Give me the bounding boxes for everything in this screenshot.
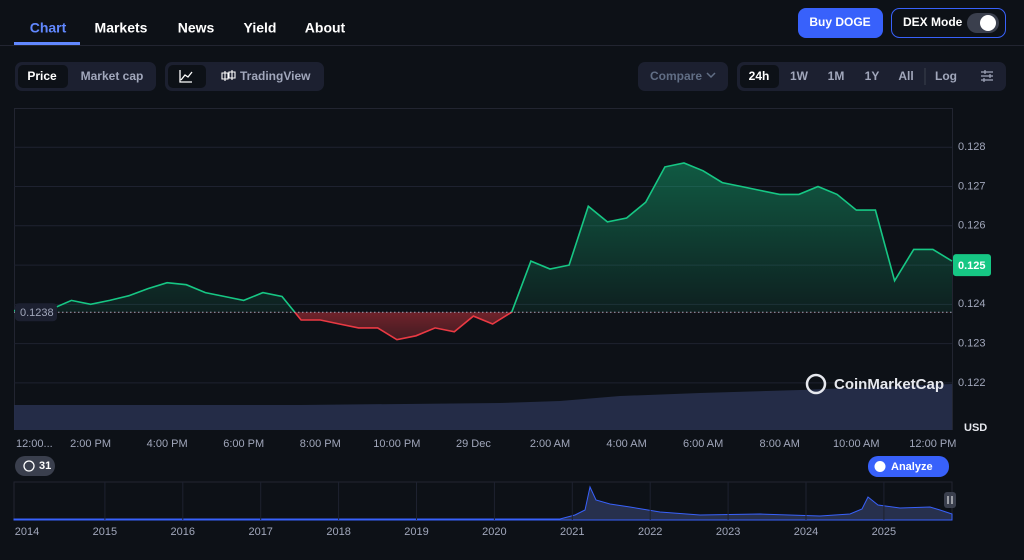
x-tick-label: 10:00 PM (373, 438, 420, 450)
x-tick-label: 29 Dec (456, 438, 491, 450)
range-option[interactable]: 24h (749, 69, 770, 83)
range-option[interactable]: 1Y (865, 69, 880, 83)
buy-button[interactable] (798, 8, 883, 38)
year-label: 2022 (638, 526, 662, 538)
dex-mode-label[interactable]: DEX Mode (903, 15, 963, 29)
events-count[interactable]: 31 (39, 460, 51, 472)
year-label: 2024 (794, 526, 818, 538)
dex-mode-button[interactable] (891, 8, 1006, 38)
x-tick-label: 12:00... (16, 438, 53, 450)
watermark-logo (805, 373, 827, 395)
year-label: 2023 (716, 526, 740, 538)
x-tick-label: 12:00 PM (909, 438, 956, 450)
navigator-handle-grip (947, 496, 953, 504)
navigator (13, 481, 953, 521)
candle-icon (221, 70, 236, 81)
x-tick-label: 4:00 PM (147, 438, 188, 450)
year-label: 2021 (560, 526, 584, 538)
analyze-button[interactable] (868, 456, 949, 477)
year-label: 2015 (93, 526, 117, 538)
y-tick-label: 0.122 (958, 377, 986, 389)
range-option[interactable]: All (898, 69, 913, 83)
events-badge[interactable] (15, 456, 55, 476)
year-label: 2016 (171, 526, 195, 538)
nav-tab[interactable]: Markets (95, 20, 148, 36)
compare-label[interactable]: Compare (650, 69, 702, 83)
metric-option[interactable]: Price (27, 69, 57, 83)
x-tick-label: 2:00 AM (530, 438, 570, 450)
log-option[interactable]: Log (935, 69, 957, 83)
year-label: 2019 (404, 526, 428, 538)
metric-active (18, 65, 68, 88)
y-tick-label: 0.124 (958, 298, 986, 310)
settings-icon[interactable] (981, 70, 993, 82)
navigator-handle[interactable] (944, 492, 956, 508)
x-tick-label: 2:00 PM (70, 438, 111, 450)
dex-toggle-knob (980, 15, 996, 31)
range-option[interactable]: 1W (790, 69, 809, 83)
last-price-label: 0.125 (958, 260, 986, 272)
watermark: CoinMarketCap (834, 376, 944, 393)
price-line (13, 162, 953, 341)
compare-chevron (706, 72, 716, 79)
buy-button-label[interactable]: Buy DOGE (809, 15, 870, 29)
year-label: 2017 (248, 526, 272, 538)
range-toggle (737, 62, 1006, 91)
x-tick-label: 8:00 PM (300, 438, 341, 450)
metric-option[interactable]: Market cap (81, 69, 144, 83)
y-tick-label: 0.126 (958, 220, 986, 232)
x-tick-label: 6:00 PM (223, 438, 264, 450)
range-active (740, 65, 779, 88)
year-label: 2018 (326, 526, 350, 538)
plot (13, 146, 953, 384)
range-option[interactable]: 1M (828, 69, 845, 83)
navigator-years: 2014 2015 2016 2017 2018 2019 2020 2021 2022 2023… (15, 482, 896, 538)
analyze-icon (874, 461, 886, 472)
x-tick-label: 4:00 AM (606, 438, 646, 450)
analyze-label[interactable]: Analyze (891, 461, 933, 473)
year-label: 2025 (872, 526, 896, 538)
baseline-label: 0.1238 (20, 307, 54, 319)
active-tab-underline (14, 42, 80, 45)
tradingview-option[interactable]: TradingView (240, 69, 311, 83)
navigator-series (13, 485, 953, 521)
y-tick-label: 0.128 (958, 141, 986, 153)
year-label: 2020 (482, 526, 506, 538)
baseline-tag (15, 303, 57, 322)
x-tick-label: 10:00 AM (833, 438, 879, 450)
history-icon (23, 460, 35, 472)
compare-button[interactable] (638, 62, 728, 91)
nav-tab[interactable]: News (178, 20, 215, 36)
x-tick-label: 8:00 AM (760, 438, 800, 450)
x-tick-label: 6:00 AM (683, 438, 723, 450)
y-tick-label: 0.127 (958, 180, 986, 192)
last-price-tag (953, 254, 991, 277)
volume-band (14, 384, 952, 430)
nav-tab[interactable]: About (305, 20, 346, 36)
y-unit: USD (964, 422, 987, 434)
nav-tab[interactable]: Yield (244, 20, 277, 36)
line-icon[interactable] (179, 70, 193, 83)
nav-tab[interactable]: Chart (30, 20, 67, 36)
y-tick-label: 0.123 (958, 338, 986, 350)
price-area (14, 163, 952, 340)
year-label: 2014 (15, 526, 39, 538)
